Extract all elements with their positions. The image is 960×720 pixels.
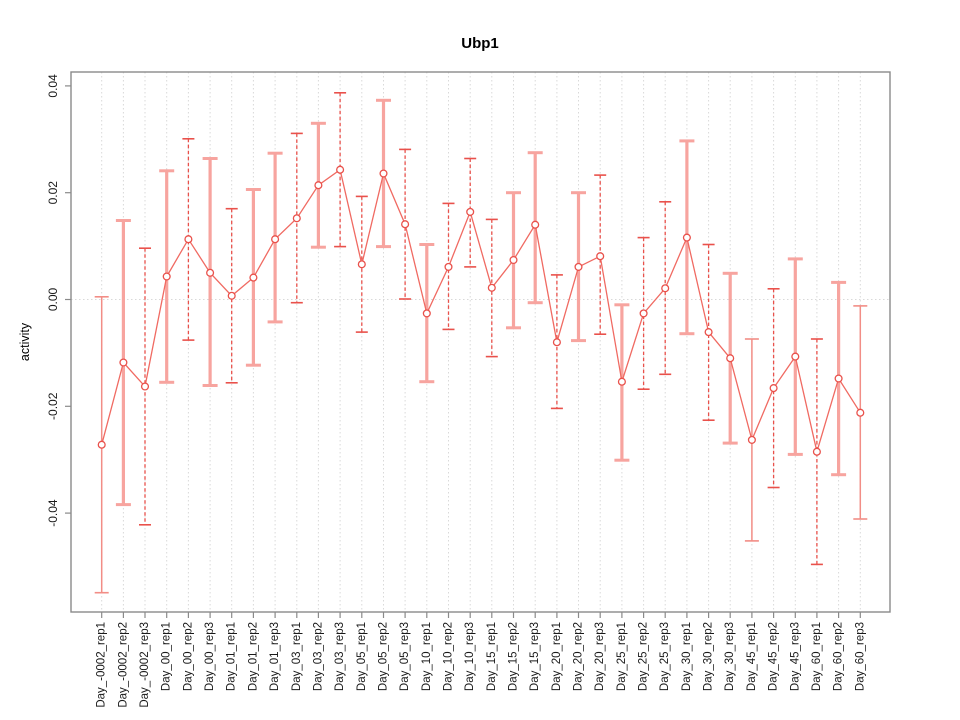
data-point (791, 352, 800, 361)
data-point (812, 447, 821, 456)
y-tick-label: -0.04 (46, 499, 60, 527)
data-point (401, 220, 410, 229)
data-point (596, 252, 605, 261)
data-point (227, 291, 236, 300)
x-tick-label: Day_-0002_rep2 (117, 622, 129, 708)
data-point (661, 284, 670, 293)
y-tick-label: 0.00 (46, 287, 60, 311)
x-tick-label: Day_10_rep2 (443, 622, 455, 691)
x-tick-label: Day_20_rep2 (573, 622, 585, 691)
data-point (726, 354, 735, 363)
data-point (617, 377, 626, 386)
data-point (834, 374, 843, 383)
chart-title: Ubp1 (461, 35, 499, 52)
x-tick-label: Day_10_rep3 (464, 622, 476, 691)
x-tick-label: Day_03_rep2 (312, 622, 324, 691)
data-point (422, 309, 431, 318)
data-point (119, 358, 128, 367)
data-point (206, 268, 215, 277)
y-tick-label: 0.02 (46, 181, 60, 205)
data-point (531, 220, 540, 229)
data-point (747, 435, 756, 444)
data-point (574, 262, 583, 271)
axes (65, 71, 891, 618)
x-tick-label: Day_45_rep3 (789, 622, 801, 691)
x-tick-label: Day_-0002_rep3 (139, 622, 151, 708)
x-tick-label: Day_05_rep3 (399, 622, 411, 691)
data-point (184, 235, 193, 244)
x-tick-label: Day_30_rep1 (681, 622, 693, 691)
data-point (444, 262, 453, 271)
x-tick-label: Day_15_rep2 (508, 622, 520, 691)
x-tick-label: Day_03_rep3 (334, 622, 346, 691)
x-tick-label: Day_45_rep1 (746, 622, 758, 691)
data-point (292, 214, 301, 223)
x-tick-label: Day_10_rep1 (421, 622, 433, 691)
x-tick-label: Day_00_rep3 (204, 622, 216, 691)
data-point (357, 260, 366, 269)
x-tick-label: Day_01_rep1 (226, 622, 238, 691)
y-axis-label: activity (18, 322, 32, 361)
error-bars (94, 92, 868, 594)
data-point (97, 440, 106, 449)
tick-labels: Day_-0002_rep1 Day_-0002_rep2 Day_-0002_re… (46, 74, 866, 708)
data-point (509, 255, 518, 265)
x-tick-label: Day_25_rep3 (659, 622, 671, 691)
data-point (249, 273, 258, 282)
data-point (682, 233, 691, 242)
x-tick-label: Day_00_rep1 (161, 622, 173, 691)
x-tick-label: Day_60_rep3 (854, 622, 866, 691)
x-tick-label: Day_45_rep2 (768, 622, 780, 691)
y-tick-label: -0.02 (46, 392, 60, 420)
series-line-group (101, 168, 861, 455)
x-tick-label: Day_-0002_rep1 (96, 622, 108, 708)
x-tick-label: Day_00_rep2 (182, 622, 194, 691)
gridlines (71, 72, 890, 612)
data-point (336, 165, 345, 174)
x-tick-label: Day_01_rep2 (247, 622, 259, 691)
data-points (97, 165, 865, 456)
x-tick-label: Day_25_rep1 (616, 622, 628, 691)
x-tick-label: Day_30_rep2 (703, 622, 715, 691)
x-tick-label: Day_20_rep1 (551, 622, 563, 691)
data-point (704, 328, 713, 337)
y-tick-label: 0.04 (46, 74, 60, 98)
x-tick-label: Day_30_rep3 (724, 622, 736, 691)
x-tick-label: Day_60_rep1 (811, 622, 823, 691)
data-point (769, 384, 778, 393)
series-line (101, 168, 861, 455)
data-point (271, 235, 280, 244)
data-point (487, 283, 496, 292)
x-tick-label: Day_60_rep2 (833, 622, 845, 691)
x-tick-label: Day_20_rep3 (594, 622, 606, 691)
x-tick-label: Day_05_rep1 (356, 622, 368, 691)
data-point (162, 272, 171, 281)
data-point (639, 309, 648, 318)
data-point (552, 338, 561, 347)
x-tick-label: Day_01_rep3 (269, 622, 281, 691)
x-tick-label: Day_25_rep2 (638, 622, 650, 691)
data-point (466, 207, 475, 216)
x-tick-label: Day_03_rep1 (291, 622, 303, 691)
data-point (856, 408, 865, 417)
data-point (379, 169, 388, 178)
data-point (314, 181, 323, 190)
data-point (140, 382, 150, 391)
x-tick-label: Day_15_rep3 (529, 622, 541, 691)
plot-box (70, 71, 891, 613)
x-tick-label: Day_15_rep1 (486, 622, 498, 691)
x-tick-label: Day_05_rep2 (378, 622, 390, 691)
